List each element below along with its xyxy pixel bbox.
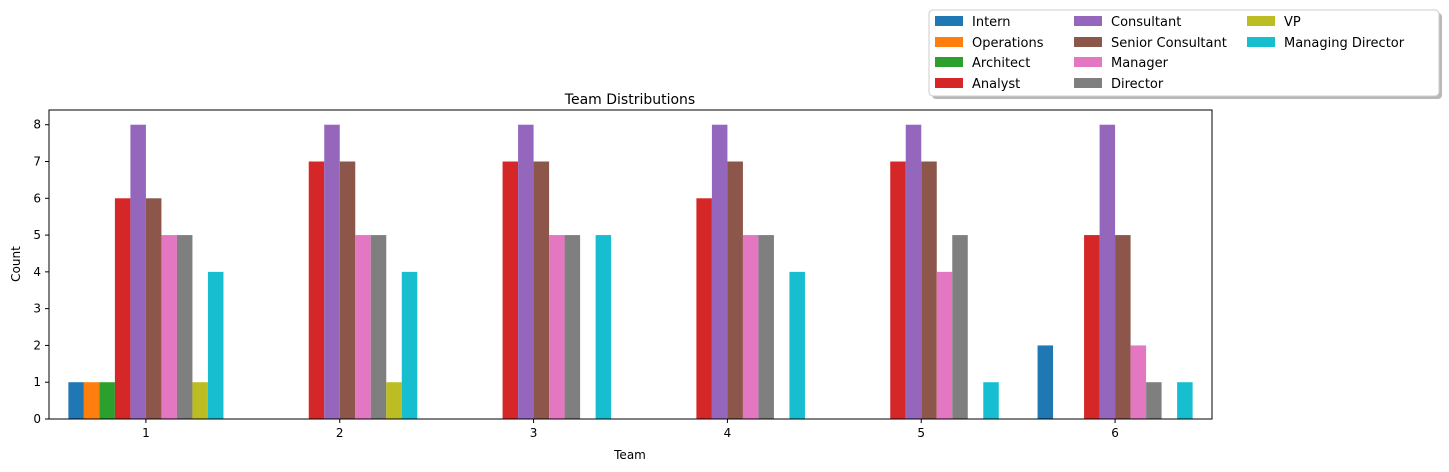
bar-director-team-1 (176, 235, 193, 419)
chart-title: Team Distributions (564, 92, 695, 108)
bar-analyst-team-4 (696, 198, 712, 419)
bars-group (68, 124, 1193, 420)
bar-vp-team-1 (192, 382, 208, 419)
bar-consultant-team-2 (324, 124, 340, 420)
bar-senior-consultant-team-1 (145, 198, 162, 419)
bar-director-team-5 (952, 235, 968, 419)
bar-director-team-3 (564, 235, 581, 419)
legend-label: Director (1111, 77, 1164, 92)
legend-label: Intern (972, 15, 1011, 30)
bar-analyst-team-5 (890, 161, 906, 419)
y-tick-label: 0 (33, 412, 41, 426)
bar-manager-team-3 (549, 235, 565, 419)
x-tick-label: 4 (724, 426, 732, 440)
x-tick-label: 6 (1111, 426, 1119, 440)
bar-managing-director-team-6 (1177, 382, 1193, 419)
bar-architect-team-1 (99, 382, 115, 419)
plot-frame (48, 109, 1213, 420)
y-tick-label: 5 (33, 228, 41, 242)
bar-manager-team-6 (1130, 345, 1147, 419)
bar-managing-director-team-5 (983, 382, 999, 419)
bar-director-team-2 (370, 235, 387, 419)
bar-senior-consultant-team-4 (727, 161, 743, 419)
bar-manager-team-4 (742, 235, 759, 419)
legend-label: Managing Director (1284, 36, 1405, 51)
legend-label: VP (1284, 15, 1301, 30)
bar-managing-director-team-2 (401, 271, 418, 419)
y-tick-label: 2 (33, 338, 41, 352)
bar-manager-team-1 (161, 235, 177, 419)
legend-label: Manager (1111, 56, 1169, 71)
legend-swatch (935, 78, 963, 88)
bar-senior-consultant-team-6 (1115, 235, 1131, 419)
y-axis-label: Count (9, 246, 23, 282)
bar-vp-team-2 (386, 382, 402, 419)
bar-analyst-team-6 (1084, 235, 1100, 419)
legend-label: Analyst (972, 77, 1020, 92)
bar-operations-team-1 (83, 382, 100, 419)
x-tick-label: 5 (917, 426, 925, 440)
legend-swatch (1247, 37, 1275, 47)
bar-intern-team-6 (1037, 345, 1054, 419)
legend-swatch (1074, 16, 1102, 26)
bar-senior-consultant-team-3 (533, 161, 550, 419)
legend-label: Consultant (1111, 15, 1181, 30)
bar-analyst-team-2 (308, 161, 325, 419)
legend-swatch (935, 57, 963, 67)
bar-consultant-team-6 (1099, 124, 1116, 420)
legend-swatch (1074, 37, 1102, 47)
legend-label: Operations (972, 36, 1044, 51)
bar-senior-consultant-team-2 (339, 161, 356, 419)
legend: Intern Operations Architect Analyst Consulta… (928, 9, 1442, 99)
legend-swatch (1247, 16, 1275, 26)
bar-consultant-team-1 (130, 124, 146, 420)
legend-label: Senior Consultant (1111, 36, 1227, 51)
legend-swatch (935, 37, 963, 47)
x-axis-label: Team (613, 448, 646, 462)
bar-consultant-team-4 (711, 124, 728, 420)
axes: 0 1 2 3 4 5 6 7 8 1 2 3 4 5 6 (33, 109, 1213, 440)
y-tick-label: 1 (33, 375, 41, 389)
bar-managing-director-team-1 (207, 271, 224, 419)
bar-consultant-team-5 (905, 124, 922, 420)
legend-label: Architect (972, 56, 1030, 71)
bar-analyst-team-1 (114, 198, 131, 419)
x-tick-label: 2 (336, 426, 344, 440)
legend-swatch (1074, 57, 1102, 67)
bar-manager-team-2 (355, 235, 371, 419)
bar-managing-director-team-4 (789, 271, 805, 419)
legend-swatch (935, 16, 963, 26)
legend-box (928, 9, 1440, 97)
y-tick-label: 4 (33, 265, 41, 279)
y-tick-label: 7 (33, 155, 41, 169)
bar-analyst-team-3 (502, 161, 519, 419)
bar-consultant-team-3 (518, 124, 534, 420)
bar-senior-consultant-team-5 (921, 161, 937, 419)
bar-managing-director-team-3 (595, 235, 612, 419)
bar-director-team-4 (758, 235, 774, 419)
x-tick-label: 3 (530, 426, 538, 440)
bar-director-team-6 (1146, 382, 1162, 419)
bar-manager-team-5 (936, 271, 953, 419)
x-tick-label: 1 (142, 426, 150, 440)
legend-swatch (1074, 78, 1102, 88)
bar-intern-team-1 (68, 382, 84, 419)
y-tick-label: 6 (33, 191, 41, 205)
y-tick-label: 8 (33, 118, 41, 132)
y-tick-label: 3 (33, 302, 41, 316)
